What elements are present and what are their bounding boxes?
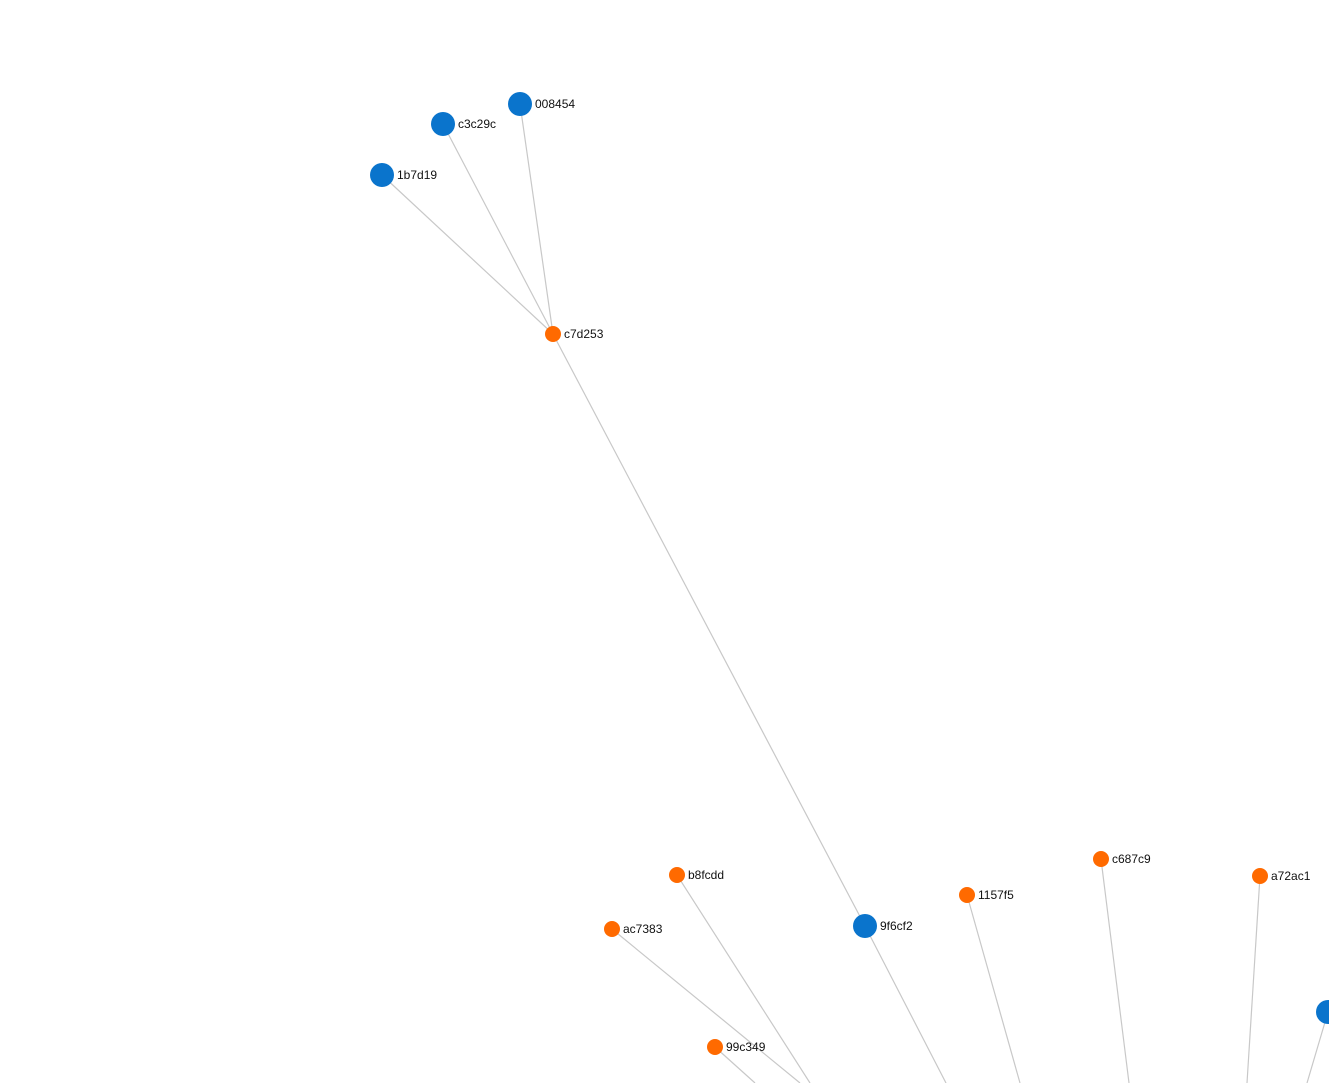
- node-circle-1157f5[interactable]: [959, 887, 975, 903]
- node-a72ac1[interactable]: a72ac1: [1252, 868, 1311, 884]
- edge-1157f5-offscreen: [966, 894, 1021, 1083]
- node-label-9f6cf2: 9f6cf2: [880, 919, 913, 933]
- node-offscreen-blue[interactable]: [1316, 1000, 1329, 1024]
- edge-9f6cf2-offscreen: [864, 925, 947, 1083]
- node-circle-c687c9[interactable]: [1093, 851, 1109, 867]
- node-label-008454: 008454: [535, 97, 575, 111]
- node-circle-offscreen-blue[interactable]: [1316, 1000, 1329, 1024]
- node-circle-a72ac1[interactable]: [1252, 868, 1268, 884]
- node-circle-b8fcdd[interactable]: [669, 867, 685, 883]
- edge-c7d253-9f6cf2: [552, 333, 866, 927]
- node-c3c29c[interactable]: c3c29c: [431, 112, 496, 136]
- node-b8fcdd[interactable]: b8fcdd: [669, 867, 724, 883]
- edge-offscreen-blue-offscreen: [1306, 1011, 1329, 1083]
- node-label-c687c9: c687c9: [1112, 852, 1151, 866]
- edge-a72ac1-offscreen: [1246, 875, 1261, 1083]
- node-label-99c349: 99c349: [726, 1040, 766, 1054]
- node-label-a72ac1: a72ac1: [1271, 869, 1311, 883]
- edge-1b7d19-c7d253: [381, 174, 554, 335]
- node-008454[interactable]: 008454: [508, 92, 575, 116]
- node-circle-ac7383[interactable]: [604, 921, 620, 937]
- edge-99c349-offscreen: [714, 1046, 756, 1083]
- edge-b8fcdd-offscreen: [676, 874, 811, 1083]
- node-99c349[interactable]: 99c349: [707, 1039, 766, 1055]
- node-label-c7d253: c7d253: [564, 327, 604, 341]
- edge-c687c9-offscreen: [1100, 858, 1130, 1083]
- node-circle-1b7d19[interactable]: [370, 163, 394, 187]
- node-1157f5[interactable]: 1157f5: [959, 887, 1014, 903]
- node-1b7d19[interactable]: 1b7d19: [370, 163, 437, 187]
- node-circle-c3c29c[interactable]: [431, 112, 455, 136]
- node-circle-c7d253[interactable]: [545, 326, 561, 342]
- edge-008454-c7d253: [519, 103, 554, 335]
- node-label-1b7d19: 1b7d19: [397, 168, 437, 182]
- node-label-b8fcdd: b8fcdd: [688, 868, 724, 882]
- node-label-c3c29c: c3c29c: [458, 117, 496, 131]
- nodes-layer: 008454 c3c29c 1b7d19 c7d253 b8fcdd ac7383 9f6c…: [370, 92, 1329, 1055]
- node-circle-99c349[interactable]: [707, 1039, 723, 1055]
- node-c7d253[interactable]: c7d253: [545, 326, 604, 342]
- edges-layer: [381, 103, 1329, 1083]
- edge-ac7383-offscreen: [611, 928, 801, 1083]
- node-label-ac7383: ac7383: [623, 922, 663, 936]
- node-circle-008454[interactable]: [508, 92, 532, 116]
- node-ac7383[interactable]: ac7383: [604, 921, 663, 937]
- node-circle-9f6cf2[interactable]: [853, 914, 877, 938]
- node-label-1157f5: 1157f5: [978, 888, 1014, 902]
- node-c687c9[interactable]: c687c9: [1093, 851, 1151, 867]
- edge-c3c29c-c7d253: [442, 123, 554, 335]
- node-9f6cf2[interactable]: 9f6cf2: [853, 914, 913, 938]
